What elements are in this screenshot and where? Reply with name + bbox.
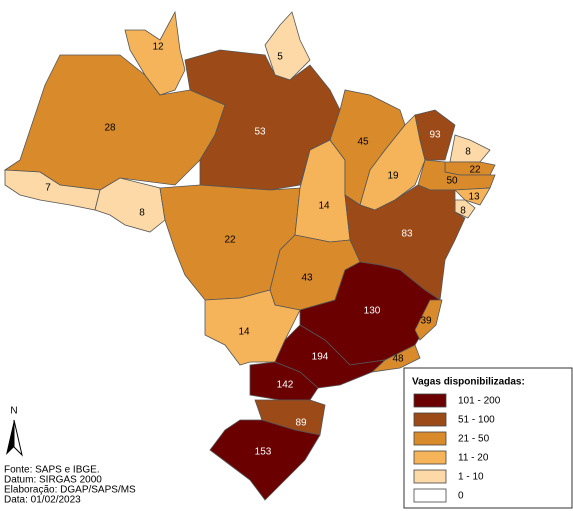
legend-label: 11 - 20 bbox=[458, 453, 489, 464]
state bbox=[124, 10, 186, 96]
arrow-right bbox=[13, 419, 23, 457]
north-arrow: N bbox=[6, 406, 23, 457]
state-value-label: 8 bbox=[139, 208, 145, 219]
state-value-label: 153 bbox=[255, 447, 272, 458]
legend-items: 101 - 200 51 - 100 21 - 50 11 - 20 1 - 10 0 bbox=[413, 393, 501, 503]
state-value-label: 5 bbox=[277, 52, 283, 63]
state-value-label: 28 bbox=[104, 123, 116, 134]
state bbox=[449, 134, 491, 163]
source-line: Datum: SIRGAS 2000 bbox=[4, 475, 102, 486]
legend-swatch bbox=[413, 412, 447, 427]
state bbox=[249, 361, 319, 401]
state-value-label: 7 bbox=[45, 183, 51, 194]
source-line: Elaboração: DGAP/SAPS/MS bbox=[4, 485, 136, 496]
arrow-left bbox=[6, 420, 14, 455]
state-value-label: 53 bbox=[254, 127, 266, 138]
state-value-label: 8 bbox=[465, 147, 471, 158]
legend-label: 101 - 200 bbox=[458, 396, 501, 407]
state bbox=[414, 299, 443, 341]
legend-swatch bbox=[413, 488, 447, 503]
state-value-label: 50 bbox=[446, 176, 458, 187]
state-value-label: 22 bbox=[469, 165, 481, 176]
state-value-label: 14 bbox=[238, 327, 250, 338]
legend-label: 0 bbox=[458, 491, 464, 502]
state-value-label: 194 bbox=[312, 352, 329, 363]
regions: 2878125532214451993822501388343141303948… bbox=[3, 10, 496, 501]
state-value-label: 39 bbox=[420, 316, 432, 327]
state-value-label: 83 bbox=[401, 229, 413, 240]
state-value-label: 22 bbox=[224, 235, 236, 246]
state bbox=[4, 169, 101, 211]
state-value-label: 48 bbox=[392, 354, 404, 365]
legend-title: Vagas disponibilizadas: bbox=[412, 377, 525, 388]
state-value-label: 142 bbox=[277, 380, 294, 391]
state-value-label: 14 bbox=[318, 201, 330, 212]
state bbox=[454, 187, 491, 206]
legend-label: 1 - 10 bbox=[458, 472, 484, 483]
state-value-label: 12 bbox=[152, 42, 164, 53]
state-value-label: 43 bbox=[301, 273, 313, 284]
source-line: Data: 01/02/2023 bbox=[4, 495, 81, 506]
state-value-label: 13 bbox=[468, 192, 480, 203]
state-value-label: 93 bbox=[429, 130, 441, 141]
state-value-label: 45 bbox=[357, 137, 369, 148]
state-value-label: 130 bbox=[364, 306, 381, 317]
state bbox=[414, 109, 456, 161]
legend-swatch bbox=[413, 450, 447, 465]
state bbox=[209, 419, 321, 501]
source-notes: Fonte: SAPS e IBGE.Datum: SIRGAS 2000Ela… bbox=[4, 465, 136, 506]
legend-label: 21 - 50 bbox=[458, 434, 490, 445]
state-value-label: 8 bbox=[460, 206, 466, 217]
legend-swatch bbox=[413, 393, 447, 408]
legend-swatch bbox=[413, 469, 447, 484]
legend-swatch bbox=[413, 431, 447, 446]
state bbox=[94, 177, 166, 233]
legend: Vagas disponibilizadas: 101 - 200 51 - 10… bbox=[403, 367, 573, 509]
source-line: Fonte: SAPS e IBGE. bbox=[4, 465, 100, 476]
state-value-label: 89 bbox=[295, 418, 307, 429]
state bbox=[359, 114, 426, 211]
legend-label: 51 - 100 bbox=[458, 415, 495, 426]
north-label: N bbox=[10, 406, 17, 417]
state-value-label: 19 bbox=[387, 171, 399, 182]
